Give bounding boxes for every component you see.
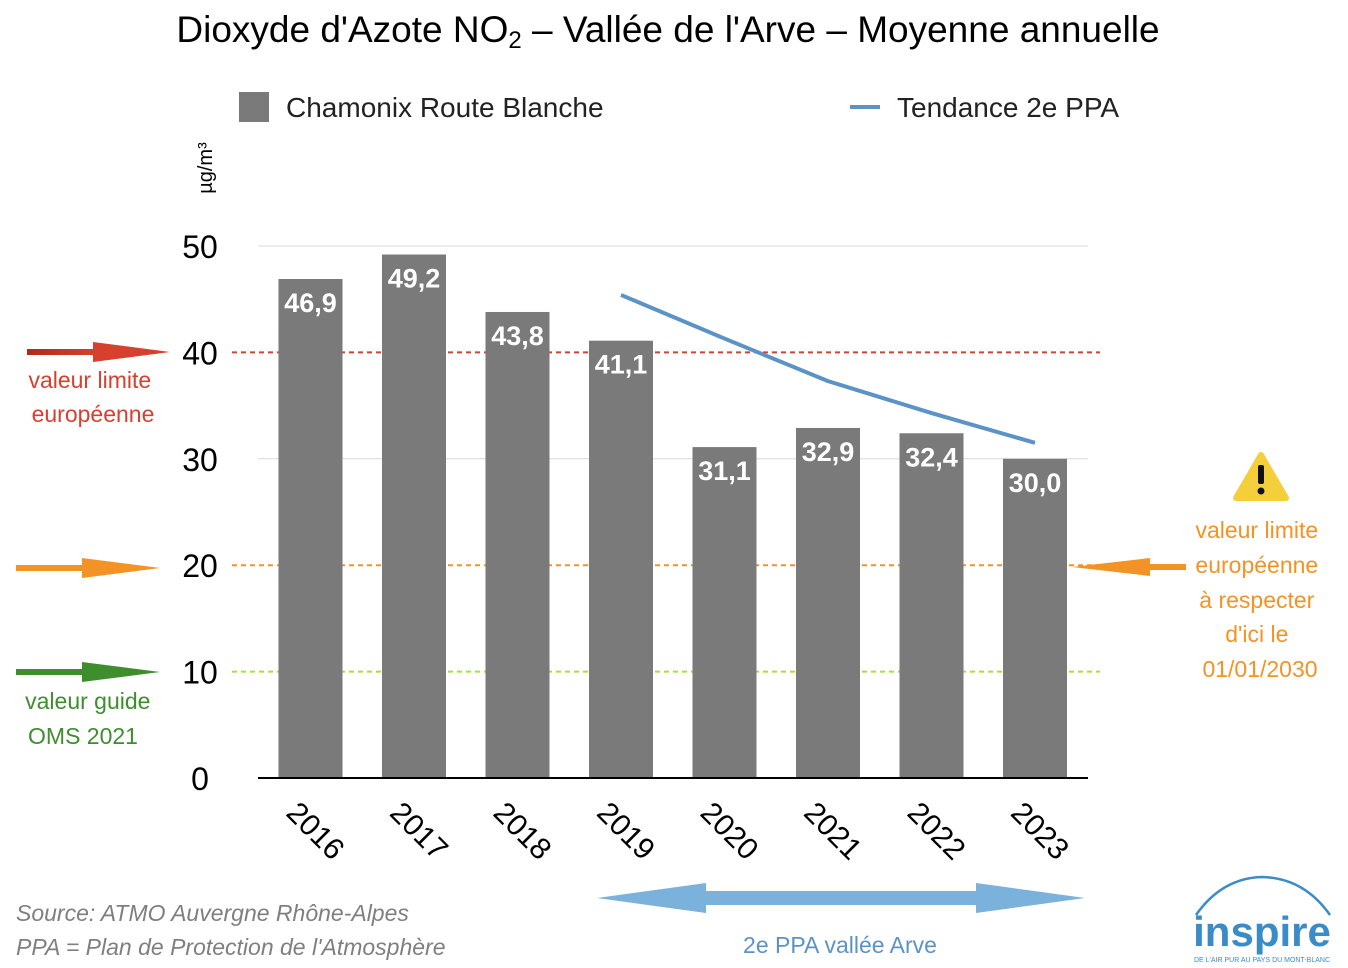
legend-bar-swatch — [239, 92, 269, 122]
chart-title: Dioxyde d'Azote NO2 – Vallée de l'Arve –… — [176, 9, 1159, 54]
x-tick-label: 2017 — [383, 796, 454, 867]
bar-value-label: 46,9 — [284, 288, 337, 318]
x-tick-label: 2018 — [487, 796, 558, 867]
bar-2023 — [1003, 458, 1067, 778]
x-tick-label: 2022 — [901, 796, 972, 867]
title-main: Dioxyde d'Azote NO — [176, 9, 508, 50]
y-tick-label: 0 — [191, 761, 209, 797]
ppa-definition-note: PPA = Plan de Protection de l'Atmosphère — [16, 934, 446, 960]
bar-2016 — [278, 278, 343, 778]
x-tick-label: 2020 — [694, 796, 765, 867]
bar-2017 — [382, 254, 446, 779]
mountain-arc-icon — [1194, 875, 1332, 916]
who-guide-arrow — [16, 662, 160, 682]
x-tick-labels: 2016 2017 2018 2019 2020 2021 2022 2023 — [280, 796, 1075, 867]
bar-2019 — [589, 340, 653, 778]
bar-value-labels: 46,9 49,2 43,8 41,1 31,1 32,9 32,4 30,0 — [284, 264, 1061, 498]
bars — [278, 254, 1067, 779]
reference-lines — [232, 351, 1100, 673]
x-tick-label: 2016 — [280, 796, 351, 867]
ppa-period-label: 2e PPA vallée Arve — [743, 932, 937, 958]
legend-bar-label: Chamonix Route Blanche — [286, 92, 604, 123]
bar-2021 — [796, 427, 860, 778]
ppa-period-arrow — [597, 883, 1085, 913]
bar-2020 — [692, 447, 757, 778]
logo-tagline: DE L'AIR PUR AU PAYS DU MONT-BLANC — [1194, 957, 1330, 964]
eu-2030-left-arrow — [16, 558, 160, 578]
bar-2022 — [899, 433, 964, 778]
inspire-logo: inspire DE L'AIR PUR AU PAYS DU MONT-BLA… — [1193, 875, 1332, 964]
eu-2030-right-arrow — [1072, 558, 1186, 576]
bar-2018 — [485, 311, 550, 778]
trend-line-path — [620, 293, 1036, 445]
bar-value-label: 31,1 — [698, 456, 751, 486]
source-note: Source: ATMO Auvergne Rhône-Alpes — [16, 900, 409, 926]
bar-value-label: 43,8 — [491, 321, 544, 351]
y-tick-label: 10 — [182, 655, 218, 691]
x-tick-label: 2023 — [1004, 796, 1075, 867]
y-tick-label: 50 — [182, 229, 218, 265]
title-subscript: 2 — [508, 27, 521, 54]
trend-line — [620, 293, 1036, 445]
bar-value-label: 32,9 — [802, 437, 855, 467]
warning-triangle-icon — [1233, 452, 1289, 501]
bar-value-label: 32,4 — [905, 442, 958, 472]
who-guide-label: valeur guide OMS 2021 — [25, 688, 157, 749]
eu-limit-arrow — [27, 342, 170, 362]
legend: Chamonix Route Blanche Tendance 2e PPA — [239, 92, 1119, 123]
bar-value-label: 41,1 — [595, 350, 648, 380]
eu-limit-label: valeur limite européenne — [28, 367, 157, 427]
x-tick-label: 2021 — [797, 796, 868, 867]
y-tick-label: 40 — [182, 335, 218, 371]
bar-value-label: 49,2 — [388, 264, 441, 294]
bar-value-label: 30,0 — [1009, 468, 1062, 498]
eu-2030-label: valeur limite européenne à respecter d'i… — [1195, 517, 1324, 682]
y-tick-label: 20 — [182, 548, 218, 584]
y-tick-label: 30 — [182, 442, 218, 478]
y-axis-unit: µg/m³ — [195, 142, 217, 194]
y-tick-labels: 0 10 20 30 40 50 — [182, 229, 218, 797]
logo-wordmark: inspire — [1193, 908, 1331, 955]
legend-line-label: Tendance 2e PPA — [897, 92, 1119, 123]
x-tick-label: 2019 — [590, 796, 661, 867]
title-rest: – Vallée de l'Arve – Moyenne annuelle — [522, 9, 1160, 50]
